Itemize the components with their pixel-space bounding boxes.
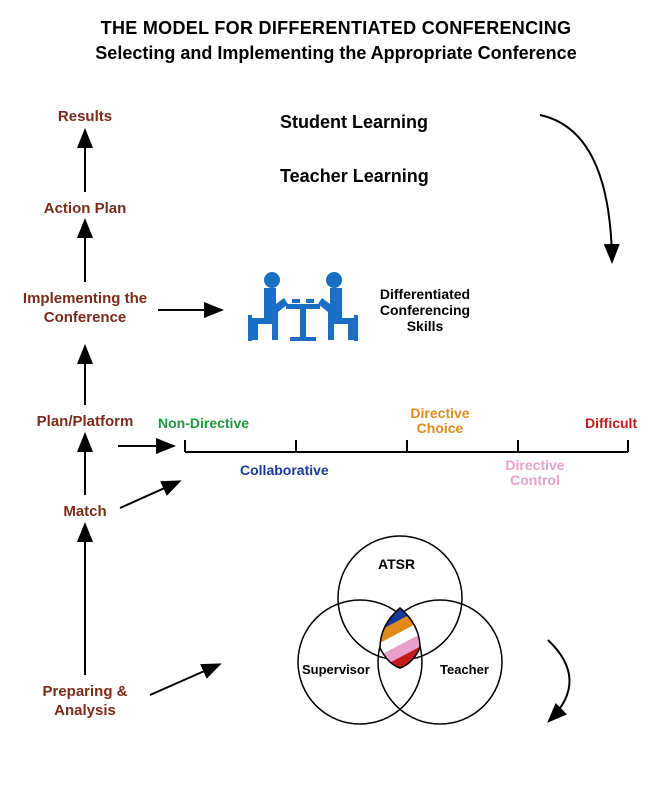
stage-action-plan: Action Plan xyxy=(20,200,150,219)
title-sub: Selecting and Implementing the Appropria… xyxy=(0,43,672,64)
label-diff-skills-1: Differentiated xyxy=(380,286,470,302)
meeting-icon xyxy=(248,272,358,341)
label-teacher-learning: Teacher Learning xyxy=(280,166,429,187)
arrow-preparing-diag xyxy=(150,665,218,695)
label-diff-skills: Differentiated Conferencing Skills xyxy=(365,286,485,334)
scale-collaborative: Collaborative xyxy=(240,462,329,478)
stage-preparing: Preparing & Analysis xyxy=(20,683,150,721)
arrow-curve-bottom xyxy=(548,640,570,720)
scale-directive-choice: Directive Choice xyxy=(405,406,475,437)
scale-difficult: Difficult xyxy=(585,415,637,431)
stage-plan-platform: Plan/Platform xyxy=(20,413,150,432)
venn-label-supervisor: Supervisor xyxy=(302,662,370,677)
scale-non-directive: Non-Directive xyxy=(158,415,249,431)
venn-label-teacher: Teacher xyxy=(440,662,489,677)
stage-results: Results xyxy=(20,108,150,127)
stage-match: Match xyxy=(20,503,150,522)
arrow-curve-top xyxy=(540,115,612,260)
venn-circle-atsr xyxy=(338,536,462,660)
stage-implementing: Implementing the Conference xyxy=(20,290,150,328)
label-diff-skills-3: Skills xyxy=(407,318,444,334)
title-main: THE MODEL FOR DIFFERENTIATED CONFERENCIN… xyxy=(0,18,672,39)
venn-label-atsr: ATSR xyxy=(378,556,415,572)
venn-center-outline xyxy=(380,608,420,668)
scale-directive-control: Directive Control xyxy=(500,458,570,489)
label-diff-skills-2: Conferencing xyxy=(380,302,470,318)
label-student-learning: Student Learning xyxy=(280,112,428,133)
